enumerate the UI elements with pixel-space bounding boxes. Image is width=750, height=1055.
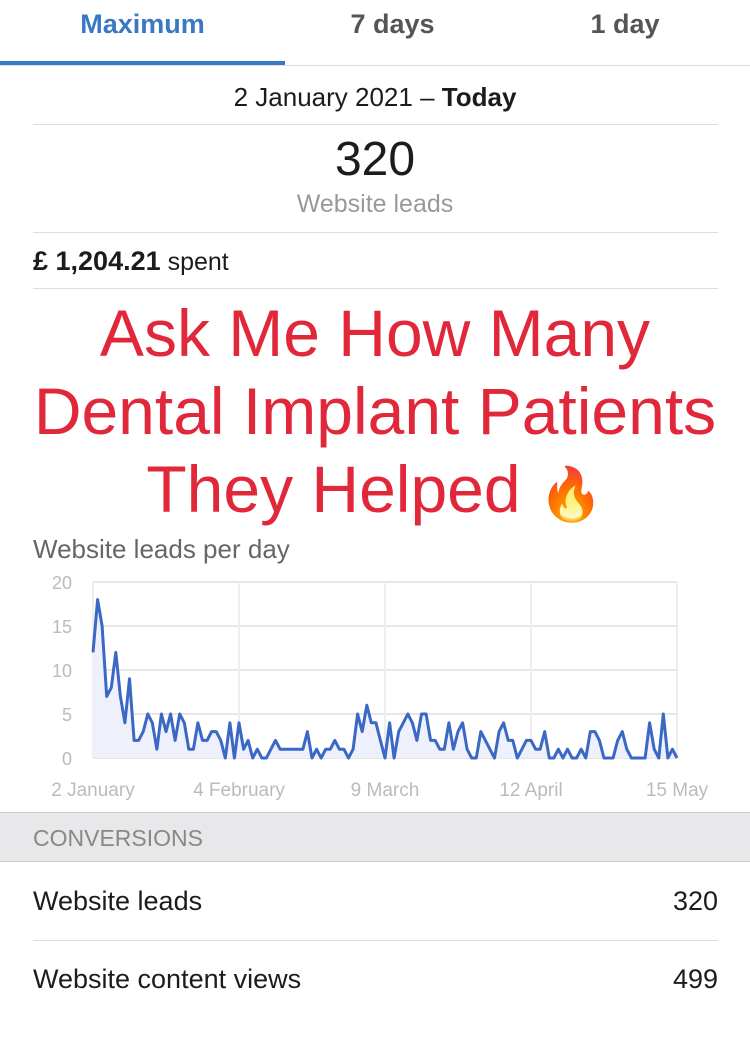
overlay-line-3-text: They Helped — [146, 452, 521, 526]
y-tick-label: 0 — [62, 749, 72, 769]
row-label: Website leads — [33, 886, 203, 916]
divider — [33, 288, 718, 289]
leads-chart: 0 5 10 15 20 2 January 4 February 9 March 12 Apr… — [51, 573, 709, 801]
amount-spent: £ 1,204.21 spent — [33, 246, 229, 277]
x-tick-label: 12 April — [499, 780, 562, 801]
overlay-line-1: Ask Me How Many — [99, 296, 651, 370]
divider — [33, 232, 718, 233]
tab-maximum[interactable]: Maximum — [0, 0, 285, 65]
overlay-caption: Ask Me How Many Dental Implant Patients … — [0, 294, 750, 534]
conversion-row[interactable]: Website leads 320 — [33, 886, 718, 917]
chart-series-line — [91, 598, 679, 760]
overlay-line-3: They Helped 🔥 — [0, 450, 750, 534]
date-range: 2 January 2021 – Today — [0, 82, 750, 113]
row-value: 320 — [672, 886, 718, 916]
x-tick-label: 4 February — [193, 780, 285, 801]
chart-title: Website leads per day — [33, 534, 290, 564]
row-label: Website content views — [33, 964, 302, 994]
conversions-header: CONVERSIONS — [0, 812, 750, 862]
divider — [33, 940, 718, 941]
overlay-line-2: Dental Implant Patients — [33, 374, 717, 448]
fire-icon: 🔥 — [538, 466, 604, 524]
spent-label: spent — [167, 248, 229, 276]
y-tick-label: 5 — [62, 705, 72, 725]
y-tick-label: 15 — [52, 617, 72, 637]
y-tick-label: 10 — [52, 661, 72, 681]
date-range-tabs: Maximum 7 days 1 day — [0, 0, 750, 66]
conversion-row[interactable]: Website content views 499 — [33, 964, 718, 995]
x-tick-label: 2 January — [51, 780, 135, 801]
leads-label: Website leads — [296, 190, 454, 218]
tab-1-day[interactable]: 1 day — [590, 9, 660, 39]
range-start: 2 January 2021 – — [233, 82, 435, 112]
x-tick-label: 15 May — [646, 780, 709, 801]
x-tick-label: 9 March — [351, 780, 420, 801]
leads-count: 320 — [334, 133, 416, 186]
row-value: 499 — [672, 964, 718, 994]
spent-amount: £ 1,204.21 — [33, 246, 161, 276]
y-tick-label: 20 — [52, 573, 72, 593]
divider — [33, 124, 718, 125]
range-end: Today — [441, 82, 517, 112]
tab-7-days[interactable]: 7 days — [350, 9, 435, 39]
